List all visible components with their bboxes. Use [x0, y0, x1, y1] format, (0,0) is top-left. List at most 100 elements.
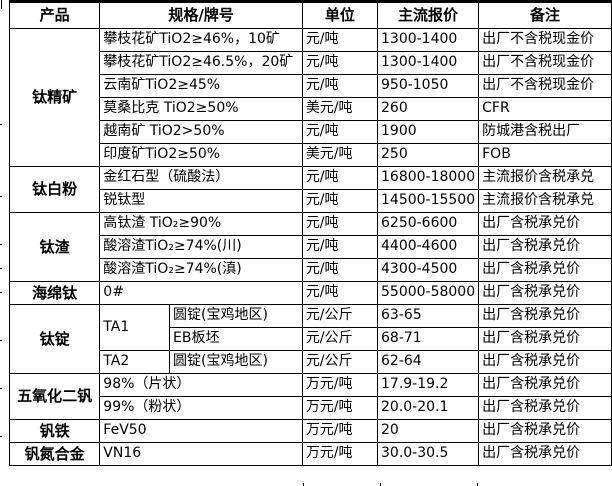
table-row: 越南矿 TiO2>50% 元/吨 1900 防城港含税出厂 [10, 120, 612, 144]
table-row: 酸溶渣TiO₂≥74%(滇) 元/吨 4300-4500 出厂含税承兑价 [10, 258, 612, 282]
note-cell: 出厂不含税现金价 [478, 51, 612, 75]
unit-cell: 元/吨 [301, 166, 379, 190]
note-cell: 出厂含税承兑价 [478, 373, 612, 397]
spec-cell: 莫桑比克 TiO2≥50% [99, 97, 303, 121]
price-cell: 4300-4500 [376, 258, 480, 282]
gutter-tick [0, 244, 2, 245]
spec-cell: FeV50 [99, 419, 303, 443]
price-cell: 1300-1400 [376, 28, 480, 52]
table-row: 海绵钛 0# 元/吨 55000-58000 出厂含税承兑价 [8, 281, 612, 305]
price-table: 产品 规格/牌号 单位 主流报价 备注 钛精矿 攀枝花矿TiO2≥46%，10矿… [8, 0, 612, 466]
unit-cell: 元/吨 [301, 74, 379, 98]
price-cell: 30.0-30.5 [376, 442, 480, 466]
price-cell: 17.9-19.2 [376, 373, 480, 397]
table-row: 钛渣 高钛渣 TiO₂≥90% 元/吨 6250-6600 出厂含税承兑价 [8, 212, 612, 282]
price-cell: 6250-6600 [376, 212, 480, 236]
spec-cell: 99%（粉状） [99, 396, 303, 420]
spec-cell: 印度矿TiO2≥50% [99, 143, 303, 167]
unit-cell: 万元/吨 [301, 442, 379, 466]
gutter-tick [0, 436, 2, 437]
price-cell: 20.0-20.1 [376, 396, 480, 420]
table-row: 攀枝花矿TiO2≥46.5%，20矿 元/吨 1300-1400 出厂不含税现金… [10, 51, 612, 75]
col-header-price: 主流报价 [376, 0, 480, 29]
unit-cell: 元/吨 [301, 28, 379, 52]
product-cell: 钛渣 [8, 212, 101, 282]
col-header-note: 备注 [478, 0, 612, 29]
gutter-tick [0, 268, 2, 269]
unit-cell: 元/公斤 [301, 327, 379, 351]
spec-cell: 金红石型（硫酸法） [99, 166, 303, 190]
spec-cell: 圆锭(宝鸡地区) [169, 350, 303, 374]
grade-cell: TA2 [99, 350, 171, 374]
note-cell: 出厂含税承兑价 [478, 442, 612, 466]
unit-cell: 元/吨 [301, 258, 379, 282]
price-cell: 55000-58000 [376, 281, 480, 305]
unit-cell: 万元/吨 [301, 396, 379, 420]
table-row: 钛精矿 攀枝花矿TiO2≥46%，10矿 元/吨 1300-1400 出厂不含税… [8, 28, 612, 167]
unit-cell: 美元/吨 [301, 143, 379, 167]
table-row: 钛锭 TA1 圆锭(宝鸡地区) 元/公斤 63-65 出厂含税承兑价 [8, 304, 612, 374]
note-cell: 出厂含税承兑价 [478, 350, 612, 374]
price-cell: 20 [376, 419, 480, 443]
table-row: 莫桑比克 TiO2≥50% 美元/吨 260 CFR [10, 97, 612, 121]
spec-cell: 越南矿 TiO2>50% [99, 120, 303, 144]
spec-cell: 锐钛型 [99, 189, 303, 213]
price-cell: 250 [376, 143, 480, 167]
table-row: TA2 圆锭(宝鸡地区) 元/公斤 62-64 出厂含税承兑价 [10, 350, 612, 374]
spec-cell: VN16 [99, 442, 303, 466]
gutter-tick [0, 124, 2, 125]
note-cell: 出厂含税承兑价 [478, 212, 612, 236]
table-row: 钒氮合金 VN16 万元/吨 30.0-30.5 出厂含税承兑价 [8, 442, 612, 466]
note-cell: 主流报价含税承兑 [478, 189, 612, 213]
unit-cell: 元/吨 [301, 189, 379, 213]
price-cell: 63-65 [376, 304, 480, 328]
grid-artifact-stub [380, 483, 381, 486]
grade-cell: TA1 [99, 304, 171, 351]
product-cell: 钛白粉 [8, 166, 101, 213]
price-cell: 62-64 [376, 350, 480, 374]
unit-cell: 元/公斤 [301, 350, 379, 374]
note-cell: FOB [478, 143, 612, 167]
spec-cell: 云南矿TiO2≥45% [99, 74, 303, 98]
price-cell: 1300-1400 [376, 51, 480, 75]
price-cell: 16800-18000 [376, 166, 480, 190]
gutter-tick [0, 388, 2, 389]
unit-cell: 元/吨 [301, 281, 379, 305]
col-header-spec: 规格/牌号 [99, 0, 303, 29]
gutter-tick [0, 196, 2, 197]
price-cell: 1900 [376, 120, 480, 144]
note-cell: 出厂含税承兑价 [478, 396, 612, 420]
table-row: 酸溶渣TiO₂≥74%(川) 元/吨 4400-4600 出厂含税承兑价 [10, 235, 612, 259]
spec-cell: 98%（片状） [99, 373, 303, 397]
note-cell: 主流报价含税承兑 [478, 166, 612, 190]
table-row: 五氧化二钒 98%（片状） 万元/吨 17.9-19.2 出厂含税承兑价 [8, 373, 612, 420]
price-cell: 950-1050 [376, 74, 480, 98]
unit-cell: 元/公斤 [301, 304, 379, 328]
product-cell: 钛精矿 [8, 28, 101, 167]
spec-cell: EB板坯 [169, 327, 303, 351]
grid-artifact-stub [303, 483, 304, 486]
unit-cell: 元/吨 [301, 120, 379, 144]
unit-cell: 万元/吨 [301, 419, 379, 443]
col-header-product: 产品 [8, 0, 101, 29]
table-row: 印度矿TiO2≥50% 美元/吨 250 FOB [10, 143, 612, 167]
col-header-unit: 单位 [301, 0, 379, 29]
note-cell: 出厂含税承兑价 [478, 304, 612, 328]
spec-cell: 高钛渣 TiO₂≥90% [99, 212, 303, 236]
price-cell: 4400-4600 [376, 235, 480, 259]
gutter-tick [0, 292, 2, 293]
product-cell: 五氧化二钒 [8, 373, 101, 420]
spec-cell: 攀枝花矿TiO2≥46%，10矿 [99, 28, 303, 52]
spec-cell: 酸溶渣TiO₂≥74%(川) [99, 235, 303, 259]
note-cell: 防城港含税出厂 [478, 120, 612, 144]
note-cell: 出厂不含税现金价 [478, 74, 612, 98]
unit-cell: 万元/吨 [301, 373, 379, 397]
note-cell: 出厂含税承兑价 [478, 235, 612, 259]
unit-cell: 美元/吨 [301, 97, 379, 121]
product-cell: 钒氮合金 [8, 442, 101, 466]
note-cell: 出厂含税承兑价 [478, 419, 612, 443]
spec-cell: 圆锭(宝鸡地区) [169, 304, 303, 328]
unit-cell: 元/吨 [301, 51, 379, 75]
table-row: 钛白粉 金红石型（硫酸法） 元/吨 16800-18000 主流报价含税承兑 [8, 166, 612, 213]
